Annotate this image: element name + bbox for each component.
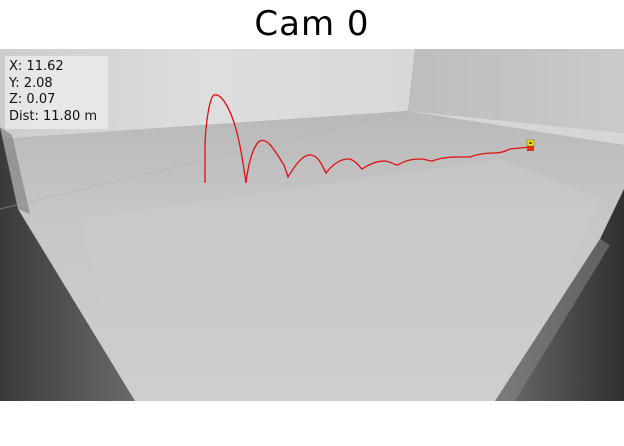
camera-title: Cam 0 [254, 4, 370, 44]
readout-y: Y: 2.08 [9, 75, 53, 91]
floor-surface [0, 111, 624, 401]
trajectory-path [204, 94, 531, 184]
left-foreground-wall [0, 127, 135, 401]
readout-x: X: 11.62 [9, 59, 64, 74]
camera-viewport[interactable]: X: 11.62 Y: 2.08 Z: 0.07 Dist: 11.80 m [0, 49, 624, 401]
target-marker-icon [526, 139, 535, 151]
right-upper-wall [408, 49, 624, 133]
readout-distance: Dist: 11.80 m [9, 108, 98, 124]
right-foreground-wall [495, 189, 624, 401]
readout-z: Z: 0.07 [9, 92, 56, 107]
position-readout-panel: X: 11.62 Y: 2.08 Z: 0.07 Dist: 11.80 m [5, 56, 108, 129]
